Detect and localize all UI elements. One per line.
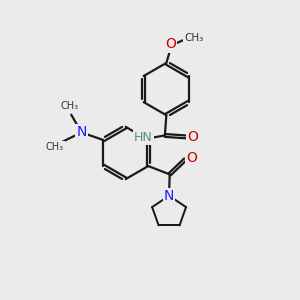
Text: N: N	[164, 189, 174, 203]
Text: N: N	[76, 125, 87, 140]
Text: CH₃: CH₃	[184, 33, 203, 43]
Text: CH₃: CH₃	[61, 101, 79, 111]
Text: CH₃: CH₃	[46, 142, 64, 152]
Text: HN: HN	[134, 131, 152, 144]
Text: O: O	[165, 38, 176, 52]
Text: O: O	[186, 151, 197, 165]
Text: O: O	[188, 130, 198, 144]
